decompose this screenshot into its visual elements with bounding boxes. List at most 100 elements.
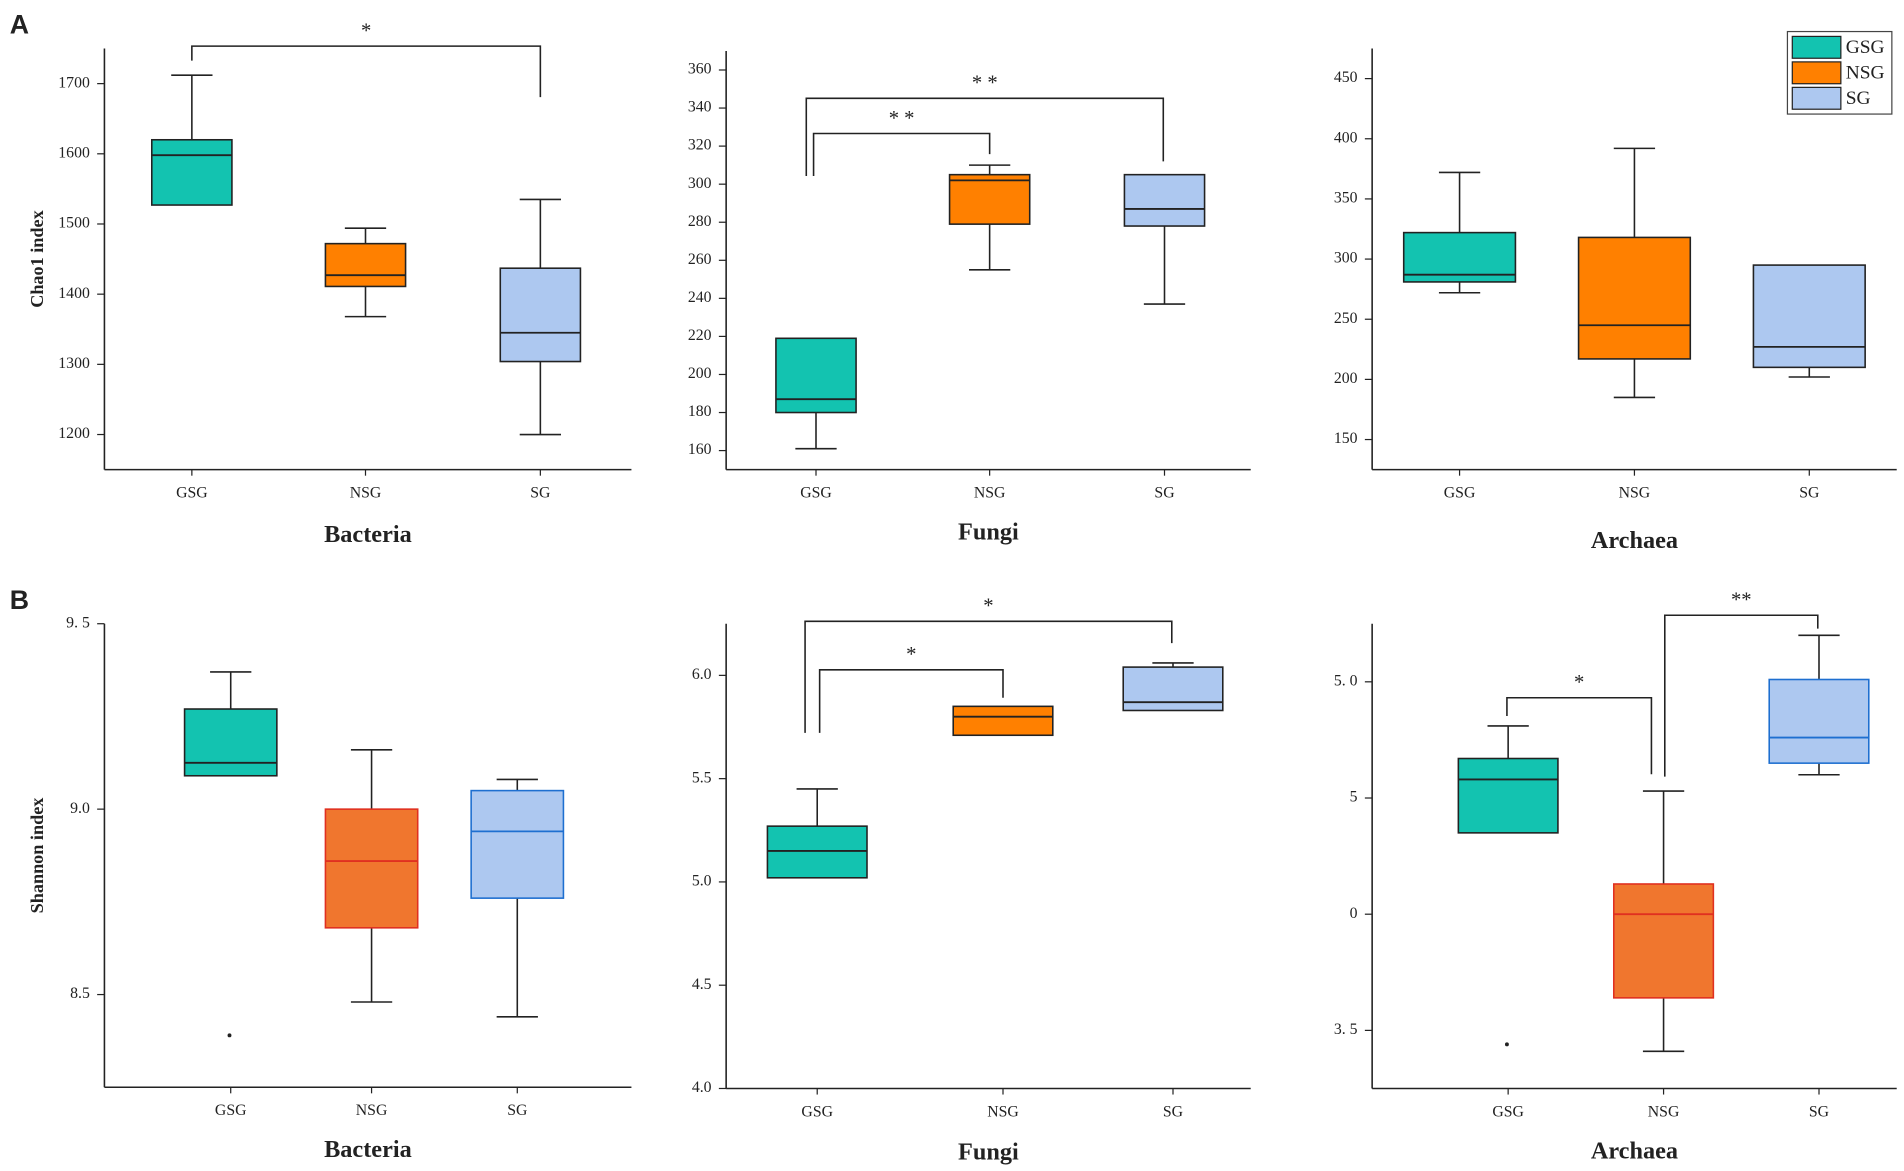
outlier bbox=[227, 1033, 232, 1038]
panel-label: B bbox=[10, 585, 29, 615]
legend-label: GSG bbox=[1846, 37, 1885, 58]
axis-title: Bacteria bbox=[324, 1136, 412, 1163]
y-tick-label: 6.0 bbox=[692, 666, 712, 683]
axis-title: Archaea bbox=[1591, 1137, 1678, 1164]
axis-title: Archaea bbox=[1591, 527, 1678, 554]
y-tick-label: 280 bbox=[688, 213, 712, 230]
axis-title: Fungi bbox=[958, 1139, 1019, 1166]
significance-label: * bbox=[983, 596, 993, 618]
y-tick-label: 250 bbox=[1334, 310, 1358, 327]
significance-label: * bbox=[906, 644, 916, 666]
significance-label: * bbox=[361, 21, 371, 43]
y-tick-label: 450 bbox=[1334, 69, 1358, 86]
box bbox=[470, 789, 565, 899]
y-tick-label: 5.5 bbox=[692, 769, 712, 786]
box bbox=[1402, 231, 1517, 283]
x-tick-label: SG bbox=[530, 485, 550, 502]
x-tick-label: SG bbox=[1799, 485, 1819, 502]
legend-swatch bbox=[1791, 35, 1842, 59]
significance-label: * * bbox=[889, 108, 915, 130]
box bbox=[150, 138, 233, 206]
significance-bracket bbox=[818, 669, 1004, 733]
y-tick-label: 5. 0 bbox=[1334, 672, 1358, 689]
x-tick-label: NSG bbox=[1619, 485, 1651, 502]
y-tick-label: 400 bbox=[1334, 129, 1358, 146]
legend-swatch bbox=[1791, 86, 1842, 110]
y-tick-label: 0 bbox=[1350, 905, 1358, 922]
box bbox=[1457, 757, 1559, 834]
box bbox=[1752, 264, 1866, 369]
box bbox=[1122, 666, 1224, 712]
x-tick-label: NSG bbox=[356, 1102, 388, 1119]
y-tick-label: 4.0 bbox=[692, 1079, 712, 1096]
significance-label: * bbox=[1574, 672, 1584, 694]
box bbox=[1612, 883, 1715, 999]
box bbox=[775, 337, 857, 414]
y-tick-label: 5.0 bbox=[692, 873, 712, 890]
x-tick-label: SG bbox=[507, 1102, 527, 1119]
y-tick-label: 9.0 bbox=[70, 800, 90, 817]
outlier bbox=[1504, 1042, 1509, 1047]
box bbox=[766, 825, 868, 879]
y-tick-label: 320 bbox=[688, 137, 712, 154]
x-tick-label: GSG bbox=[1444, 485, 1476, 502]
y-tick-label: 180 bbox=[688, 403, 712, 420]
y-tick-label: 360 bbox=[688, 61, 712, 78]
y-tick-label: 200 bbox=[1334, 370, 1358, 387]
y-tick-label: 240 bbox=[688, 289, 712, 306]
significance-label: ** bbox=[1731, 590, 1752, 612]
x-tick-label: GSG bbox=[801, 1103, 833, 1120]
y-tick-label: 300 bbox=[1334, 250, 1358, 267]
box bbox=[1577, 236, 1692, 360]
y-tick-label: 1400 bbox=[58, 285, 90, 302]
y-tick-label: 350 bbox=[1334, 190, 1358, 207]
legend-swatch bbox=[1791, 61, 1842, 85]
y-tick-label: 1500 bbox=[58, 215, 90, 232]
x-tick-label: GSG bbox=[176, 485, 208, 502]
y-tick-label: 1300 bbox=[58, 355, 90, 372]
significance-bracket bbox=[1663, 614, 1819, 777]
axis-title: Bacteria bbox=[324, 521, 412, 548]
y-axis-label: Shannon index bbox=[27, 798, 47, 914]
x-tick-label: NSG bbox=[987, 1103, 1019, 1120]
x-tick-label: GSG bbox=[215, 1102, 247, 1119]
box bbox=[952, 705, 1054, 737]
x-tick-label: GSG bbox=[1492, 1103, 1524, 1120]
significance-bracket bbox=[1506, 696, 1653, 775]
y-tick-label: 1700 bbox=[58, 74, 90, 91]
box bbox=[499, 267, 582, 363]
y-tick-label: 4.5 bbox=[692, 976, 712, 993]
significance-label: * * bbox=[972, 73, 998, 95]
x-tick-label: SG bbox=[1809, 1103, 1829, 1120]
y-tick-label: 1200 bbox=[58, 425, 90, 442]
significance-bracket bbox=[805, 97, 1165, 176]
legend-label: SG bbox=[1846, 88, 1871, 109]
significance-bracket bbox=[812, 132, 991, 176]
significance-bracket bbox=[804, 620, 1173, 733]
box bbox=[1123, 173, 1206, 227]
box bbox=[1768, 678, 1870, 764]
y-tick-label: 340 bbox=[688, 99, 712, 116]
x-tick-label: NSG bbox=[974, 485, 1006, 502]
y-tick-label: 3. 5 bbox=[1334, 1021, 1358, 1038]
y-tick-label: 200 bbox=[688, 365, 712, 382]
y-axis-label: Chao1 index bbox=[27, 210, 47, 307]
y-tick-label: 5 bbox=[1350, 789, 1358, 806]
x-tick-label: SG bbox=[1154, 485, 1174, 502]
x-tick-label: SG bbox=[1163, 1103, 1183, 1120]
axis-title: Fungi bbox=[958, 518, 1019, 545]
x-tick-label: NSG bbox=[1648, 1103, 1680, 1120]
y-tick-label: 220 bbox=[688, 327, 712, 344]
x-tick-label: NSG bbox=[350, 485, 382, 502]
y-tick-label: 160 bbox=[688, 441, 712, 458]
legend-label: NSG bbox=[1846, 62, 1885, 83]
y-tick-label: 1600 bbox=[58, 144, 90, 161]
x-tick-label: GSG bbox=[800, 485, 832, 502]
y-tick-label: 8.5 bbox=[70, 985, 90, 1002]
box bbox=[183, 708, 278, 777]
panel-label: A bbox=[10, 10, 29, 40]
significance-bracket bbox=[191, 45, 542, 98]
box bbox=[324, 808, 419, 929]
